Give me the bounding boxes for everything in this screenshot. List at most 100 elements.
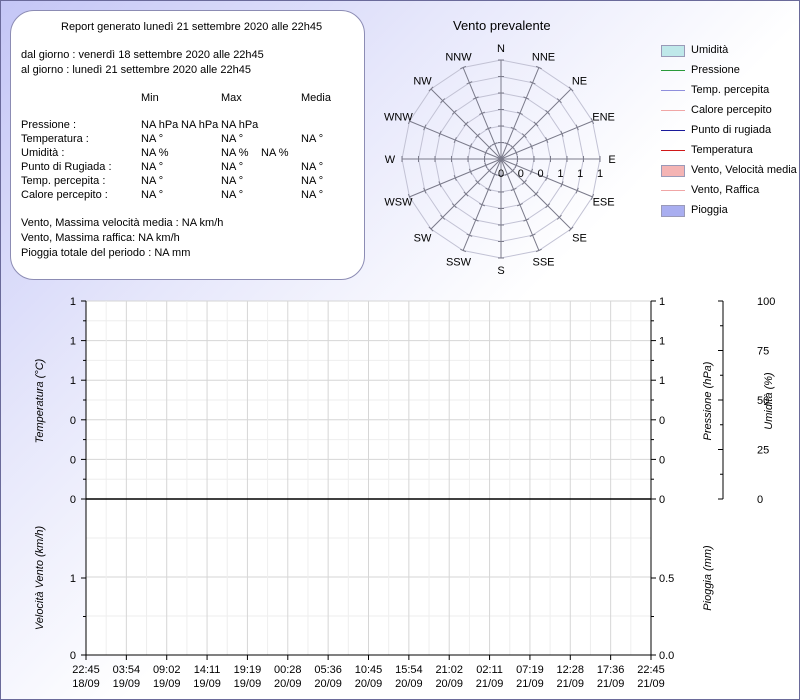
wind-rose-tick — [529, 143, 534, 150]
x-tick-time: 22:45 — [637, 664, 665, 676]
wind-rose-tick — [545, 137, 549, 144]
wind-rose-tick — [440, 214, 446, 220]
wind-rose-tick — [463, 121, 469, 127]
row-max: NA ° — [221, 133, 244, 145]
wind-rose-tick — [466, 233, 473, 237]
report-to: al giorno : lunedì 21 settembre 2020 all… — [21, 64, 251, 76]
wind-rose-tick — [510, 168, 516, 174]
legend-item: Vento, Velocità media — [659, 163, 799, 179]
wind-rose-tick — [440, 98, 446, 104]
wind-rose-tick — [529, 168, 534, 175]
wind-rose-tick — [521, 133, 527, 139]
wind-rose-tick — [514, 149, 518, 156]
wind-rose-tick — [535, 65, 542, 70]
legend-label: Pioggia — [691, 204, 728, 216]
row-label: Temp. percepita : — [21, 175, 106, 187]
legend-swatch — [661, 165, 685, 177]
wind-rose-tick — [504, 172, 511, 176]
humidity-tick-label: 100 — [757, 296, 775, 308]
wind-rose-direction-label: NNE — [532, 51, 555, 63]
x-tick-time: 22:45 — [72, 664, 100, 676]
legend-line — [661, 110, 685, 111]
x-tick-date: 21/09 — [476, 678, 504, 690]
row-label: Temperatura : — [21, 133, 89, 145]
legend-line — [661, 150, 685, 151]
legend-label: Pressione — [691, 64, 740, 76]
temperature-tick-label: 1 — [70, 336, 76, 348]
wind-gust: Vento, Massima raffica: NA km/h — [21, 232, 180, 244]
wind-rose-tick — [423, 124, 427, 131]
legend-line — [661, 90, 685, 91]
wind-rose-tick — [568, 86, 574, 92]
temperature-tick-label: 0 — [70, 454, 76, 466]
temperature-tick-label: 1 — [70, 296, 76, 308]
row-avg: NA % — [261, 147, 289, 159]
temperature-axis-title: Temperatura (°C) — [34, 358, 46, 443]
wind-rose-radial-tick: 1 — [597, 168, 603, 180]
x-tick-time: 19:19 — [234, 664, 262, 676]
wind-rose-tick — [516, 203, 523, 207]
legend-label: Vento, Raffica — [691, 184, 760, 196]
report-panel: Report generato lunedì 21 settembre 2020… — [10, 10, 365, 280]
wind-rose-direction-label: SW — [414, 233, 432, 245]
legend-label: Temperatura — [691, 144, 753, 156]
wind-rose-tick — [423, 187, 427, 194]
legend-label: Calore percepito — [691, 104, 772, 116]
wind-rose-tick — [468, 168, 473, 175]
wind-rose-direction-label: SSW — [446, 257, 472, 269]
wind-rose-radial-tick: 0 — [498, 168, 504, 180]
wind-rose-tick — [428, 86, 434, 92]
wind-rose-tick — [590, 118, 595, 125]
x-tick-time: 12:28 — [557, 664, 585, 676]
legend-item: Pressione — [659, 63, 799, 79]
wind-rose-tick — [472, 96, 479, 100]
x-tick-date: 21/09 — [597, 678, 625, 690]
wind-rose-direction-label: SE — [572, 233, 587, 245]
x-tick-time: 03:54 — [113, 664, 141, 676]
row-avg: NA ° — [301, 189, 324, 201]
wind-rose-tick — [479, 203, 486, 207]
row-min: NA ° — [141, 133, 164, 145]
row-label: Calore percepito : — [21, 189, 108, 201]
row-avg: NA ° — [301, 161, 324, 173]
wind-rose-tick — [485, 187, 492, 192]
wind-rose-tick — [491, 172, 498, 176]
wind-rose-tick — [451, 109, 457, 115]
x-tick-date: 20/09 — [314, 678, 342, 690]
x-tick-time: 14:11 — [194, 664, 221, 676]
wind-rose-tick — [486, 144, 492, 150]
legend-item: Temperatura — [659, 143, 799, 159]
wind-rose-radial-tick: 1 — [557, 168, 563, 180]
row-max: NA ° — [221, 189, 244, 201]
x-tick-date: 20/09 — [355, 678, 383, 690]
pressure-tick-label: 0 — [659, 494, 665, 506]
pressure-axis-title: Pressione (hPa) — [702, 361, 714, 440]
legend-label: Umidità — [691, 44, 729, 56]
x-tick-time: 17:36 — [597, 664, 625, 676]
wind-rose-tick — [533, 121, 539, 127]
legend-item: Vento, Raffica — [659, 183, 799, 199]
legend-swatch — [661, 205, 685, 217]
humidity-tick-label: 75 — [757, 346, 769, 358]
temperature-tick-label: 1 — [70, 375, 76, 387]
wind-rose-tick — [484, 149, 488, 156]
wind-rose-tick — [533, 191, 539, 197]
header-avg: Media — [301, 92, 331, 104]
wind-rose-tick — [453, 174, 457, 181]
wind-rose-direction-label: W — [385, 154, 396, 166]
wind-rose-direction-label: E — [608, 154, 615, 166]
row-max: NA % — [221, 147, 249, 159]
humidity-tick-label: 0 — [757, 494, 763, 506]
row-min: NA ° — [141, 161, 164, 173]
legend-line — [661, 130, 685, 131]
wind-rose-direction-label: WNW — [384, 112, 413, 124]
wind-rose-tick — [451, 203, 457, 209]
report-title: Report generato lunedì 21 settembre 2020… — [61, 21, 323, 33]
wind-rose-direction-label: NE — [572, 76, 587, 88]
legend-item: Pioggia — [659, 203, 799, 219]
wind-rose-tick — [479, 111, 486, 115]
wind-rose-tick — [510, 144, 516, 150]
wind-rose-tick — [545, 109, 551, 115]
wind-rose-tick — [468, 143, 473, 150]
wind-rose-tick — [510, 187, 517, 192]
